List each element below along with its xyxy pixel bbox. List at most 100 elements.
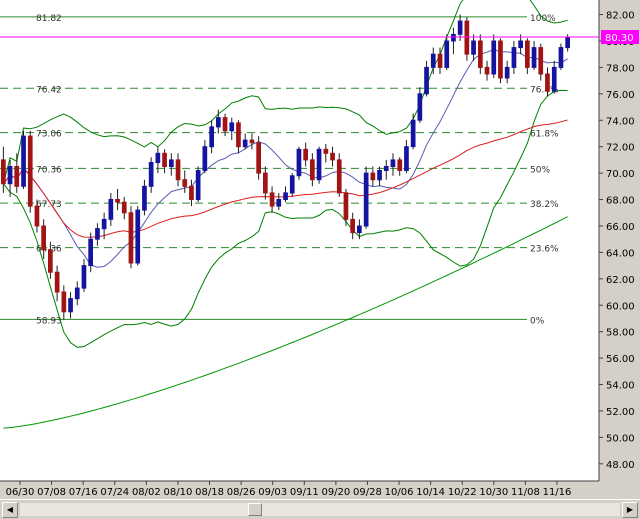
candle xyxy=(1,146,6,193)
candle-body-up xyxy=(135,209,141,264)
candle xyxy=(202,140,208,174)
candle xyxy=(216,109,221,134)
bollinger-lower xyxy=(3,89,568,348)
candle xyxy=(464,17,470,61)
x-tick-label: 10/06 xyxy=(385,487,414,498)
candle-body-down xyxy=(61,291,67,313)
candle-body-down xyxy=(162,152,167,168)
candle-body-down xyxy=(350,218,355,234)
x-tick-label: 09/28 xyxy=(353,487,382,498)
candle-body-down xyxy=(182,179,188,187)
candle-body-down xyxy=(323,148,329,154)
y-tick-label: 66.00 xyxy=(606,222,635,233)
candle xyxy=(169,153,174,176)
candle-body-down xyxy=(249,139,255,144)
candle-body-up xyxy=(511,47,517,68)
candle xyxy=(289,173,295,197)
candle-body-up xyxy=(417,93,423,121)
candle xyxy=(269,186,275,213)
candle xyxy=(222,113,228,137)
candle-body-up xyxy=(283,192,288,200)
y-tick-label: 56.00 xyxy=(606,354,635,365)
candle xyxy=(61,285,67,320)
candle xyxy=(242,133,248,150)
candle xyxy=(21,130,26,189)
candle xyxy=(323,144,329,163)
candle xyxy=(303,142,308,167)
candle-body-down xyxy=(175,159,181,181)
y-tick-label: 74.00 xyxy=(606,116,635,127)
fib-percent-label: 50% xyxy=(530,165,550,175)
candle xyxy=(350,212,355,240)
candle xyxy=(437,47,443,74)
x-tick-label: 08/18 xyxy=(195,487,224,498)
candle xyxy=(88,232,94,273)
x-tick-label: 07/08 xyxy=(37,487,66,498)
y-tick-label: 72.00 xyxy=(606,143,635,154)
candle-body-up xyxy=(148,162,154,187)
fib-price-label: 76.42 xyxy=(36,85,62,95)
candles xyxy=(1,14,570,320)
candle-body-up xyxy=(242,139,248,148)
candle xyxy=(370,166,376,187)
candle-body-down xyxy=(330,152,335,161)
fib-price-label: 73.06 xyxy=(36,130,62,140)
scroll-left-button[interactable]: ◀ xyxy=(2,502,18,518)
candle-body-up xyxy=(95,228,100,240)
candle-body-down xyxy=(27,135,33,207)
candle-body-down xyxy=(1,159,6,185)
candle-body-up xyxy=(209,126,215,148)
candle xyxy=(390,153,396,176)
candle xyxy=(484,60,490,81)
plot-area xyxy=(0,0,599,481)
candle xyxy=(430,47,436,74)
candle xyxy=(135,206,141,266)
horizontal-scrollbar[interactable]: ◀ ▶ xyxy=(0,499,640,519)
candle xyxy=(68,292,73,319)
candle xyxy=(121,196,127,220)
scroll-right-button[interactable]: ▶ xyxy=(622,502,638,518)
y-tick-label: 50.00 xyxy=(606,433,635,444)
candle-body-up xyxy=(195,170,201,201)
candle-body-up xyxy=(518,40,523,49)
candle-body-up xyxy=(216,117,221,128)
candle-body-up xyxy=(383,166,389,171)
candle xyxy=(538,43,544,81)
candle xyxy=(256,136,261,180)
candle-body-down xyxy=(54,271,60,293)
candle xyxy=(101,212,107,240)
scroll-track[interactable] xyxy=(20,503,620,516)
candle-body-down xyxy=(34,205,40,227)
candle xyxy=(383,159,389,180)
candle xyxy=(115,188,120,211)
fib-price-label: 70.36 xyxy=(36,165,62,175)
candle-body-up xyxy=(491,40,497,75)
candle xyxy=(162,149,167,174)
candle xyxy=(283,186,288,203)
x-tick-label: 09/20 xyxy=(321,487,350,498)
y-tick-label: 64.00 xyxy=(606,248,635,259)
candle xyxy=(511,40,517,74)
x-axis-panel xyxy=(0,481,640,499)
current-price-label: 80.30 xyxy=(601,30,639,44)
candle xyxy=(531,40,537,71)
candle xyxy=(498,38,503,84)
candle xyxy=(209,120,215,154)
x-tick-label: 08/10 xyxy=(164,487,193,498)
price-chart[interactable]: 81.82 100% 76.42 76.4% 73.06 61.8% 70.36 50% 67.… xyxy=(0,0,640,499)
fib-price-label: 81.82 xyxy=(36,14,62,24)
fib-percent-label: 0% xyxy=(530,316,545,326)
y-tick-label: 76.00 xyxy=(606,90,635,101)
candle-body-down xyxy=(484,66,490,75)
candle-body-up xyxy=(202,146,208,171)
x-axis: 06/30 07/08 07/16 07/24 08/02 08/10 08/18 08/26… xyxy=(6,481,571,498)
candle xyxy=(417,87,423,123)
candle-body-down xyxy=(269,192,275,207)
candle xyxy=(7,159,13,197)
candle-body-up xyxy=(410,119,416,148)
candle-body-down xyxy=(236,122,241,148)
x-tick-label: 10/14 xyxy=(416,487,445,498)
candle-body-down xyxy=(545,73,550,92)
scroll-thumb[interactable] xyxy=(248,503,262,516)
